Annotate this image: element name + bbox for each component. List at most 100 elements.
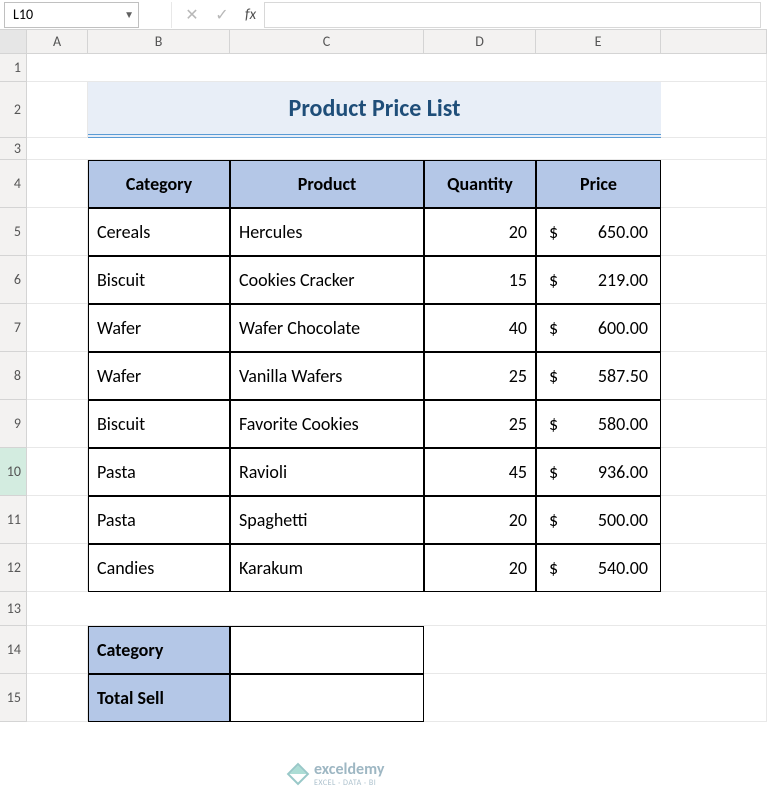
cell[interactable] (27, 138, 767, 160)
name-box-dropdown-icon[interactable]: ▼ (124, 8, 134, 21)
col-head-C[interactable]: C (230, 30, 424, 54)
cell-qty[interactable]: 20 (424, 544, 536, 592)
cell[interactable] (27, 82, 88, 138)
row-head-8[interactable]: 8 (0, 352, 27, 400)
cell[interactable] (27, 304, 88, 352)
currency-symbol: $ (549, 413, 558, 435)
th-category[interactable]: Category (88, 160, 230, 208)
cell-qty[interactable]: 40 (424, 304, 536, 352)
cell-category[interactable]: Candies (88, 544, 230, 592)
cell-product[interactable]: Favorite Cookies (230, 400, 424, 448)
cell-product[interactable]: Spaghetti (230, 496, 424, 544)
select-all-corner[interactable] (0, 30, 27, 54)
cell[interactable] (27, 544, 88, 592)
th-quantity[interactable]: Quantity (424, 160, 536, 208)
cell[interactable] (661, 400, 767, 448)
price-value: 936.00 (598, 461, 648, 483)
cell[interactable] (27, 160, 88, 208)
cell[interactable] (661, 304, 767, 352)
lookup-value-total[interactable] (230, 674, 424, 722)
currency-symbol: $ (549, 509, 558, 531)
cell-price[interactable]: $500.00 (536, 496, 661, 544)
formula-input[interactable] (264, 2, 761, 28)
col-head-B[interactable]: B (88, 30, 230, 54)
cell-price[interactable]: $540.00 (536, 544, 661, 592)
cell[interactable] (661, 448, 767, 496)
cell[interactable] (424, 674, 767, 722)
lookup-value-category[interactable] (230, 626, 424, 674)
row-head-12[interactable]: 12 (0, 544, 27, 592)
cell-qty[interactable]: 20 (424, 208, 536, 256)
cell[interactable] (661, 208, 767, 256)
cell-category[interactable]: Wafer (88, 352, 230, 400)
cell[interactable] (661, 160, 767, 208)
cell[interactable] (27, 626, 88, 674)
cell-category[interactable]: Pasta (88, 448, 230, 496)
confirm-icon[interactable]: ✓ (207, 5, 237, 25)
row-head-14[interactable]: 14 (0, 626, 27, 674)
row-head-10[interactable]: 10 (0, 448, 27, 496)
cell[interactable] (661, 256, 767, 304)
row-head-15[interactable]: 15 (0, 674, 27, 722)
cell[interactable] (27, 54, 767, 82)
row-head-1[interactable]: 1 (0, 54, 27, 82)
currency-symbol: $ (549, 269, 558, 291)
cell[interactable] (27, 256, 88, 304)
formula-bar: L10 ▼ ✕ ✓ fx (0, 0, 767, 30)
col-head-D[interactable]: D (424, 30, 536, 54)
th-price[interactable]: Price (536, 160, 661, 208)
cell-product[interactable]: Wafer Chocolate (230, 304, 424, 352)
cell-category[interactable]: Biscuit (88, 256, 230, 304)
cell[interactable] (661, 544, 767, 592)
lookup-label-total[interactable]: Total Sell (88, 674, 230, 722)
lookup-label-category[interactable]: Category (88, 626, 230, 674)
cell[interactable] (661, 352, 767, 400)
row-head-9[interactable]: 9 (0, 400, 27, 448)
row-head-3[interactable]: 3 (0, 138, 27, 160)
cell-price[interactable]: $580.00 (536, 400, 661, 448)
cell-qty[interactable]: 45 (424, 448, 536, 496)
cell-product[interactable]: Hercules (230, 208, 424, 256)
cell[interactable] (27, 448, 88, 496)
cell[interactable] (27, 208, 88, 256)
cell-price[interactable]: $600.00 (536, 304, 661, 352)
title-bar[interactable]: Product Price List (88, 82, 661, 138)
cell[interactable] (27, 352, 88, 400)
cell-category[interactable]: Biscuit (88, 400, 230, 448)
cell-product[interactable]: Ravioli (230, 448, 424, 496)
col-head-A[interactable]: A (27, 30, 88, 54)
cell-product[interactable]: Vanilla Wafers (230, 352, 424, 400)
row-head-2[interactable]: 2 (0, 82, 27, 138)
th-product[interactable]: Product (230, 160, 424, 208)
cell[interactable] (27, 674, 88, 722)
cell-price[interactable]: $936.00 (536, 448, 661, 496)
row-head-11[interactable]: 11 (0, 496, 27, 544)
cell-qty[interactable]: 20 (424, 496, 536, 544)
cell-price[interactable]: $219.00 (536, 256, 661, 304)
cell-category[interactable]: Wafer (88, 304, 230, 352)
cell-price[interactable]: $650.00 (536, 208, 661, 256)
cell[interactable] (661, 496, 767, 544)
cell-qty[interactable]: 25 (424, 352, 536, 400)
cell-category[interactable]: Pasta (88, 496, 230, 544)
cell-price[interactable]: $587.50 (536, 352, 661, 400)
cancel-icon[interactable]: ✕ (177, 5, 207, 25)
row-head-4[interactable]: 4 (0, 160, 27, 208)
row-head-7[interactable]: 7 (0, 304, 27, 352)
row-head-5[interactable]: 5 (0, 208, 27, 256)
fx-icon[interactable]: fx (245, 6, 256, 24)
name-box[interactable]: L10 ▼ (4, 2, 139, 28)
row-head-13[interactable]: 13 (0, 592, 27, 626)
cell-product[interactable]: Cookies Cracker (230, 256, 424, 304)
row-head-6[interactable]: 6 (0, 256, 27, 304)
cell-product[interactable]: Karakum (230, 544, 424, 592)
col-head-E[interactable]: E (536, 30, 661, 54)
cell[interactable] (27, 400, 88, 448)
cell[interactable] (424, 626, 767, 674)
cell-qty[interactable]: 15 (424, 256, 536, 304)
cell[interactable] (27, 592, 767, 626)
cell-qty[interactable]: 25 (424, 400, 536, 448)
cell[interactable] (661, 82, 767, 138)
cell-category[interactable]: Cereals (88, 208, 230, 256)
cell[interactable] (27, 496, 88, 544)
